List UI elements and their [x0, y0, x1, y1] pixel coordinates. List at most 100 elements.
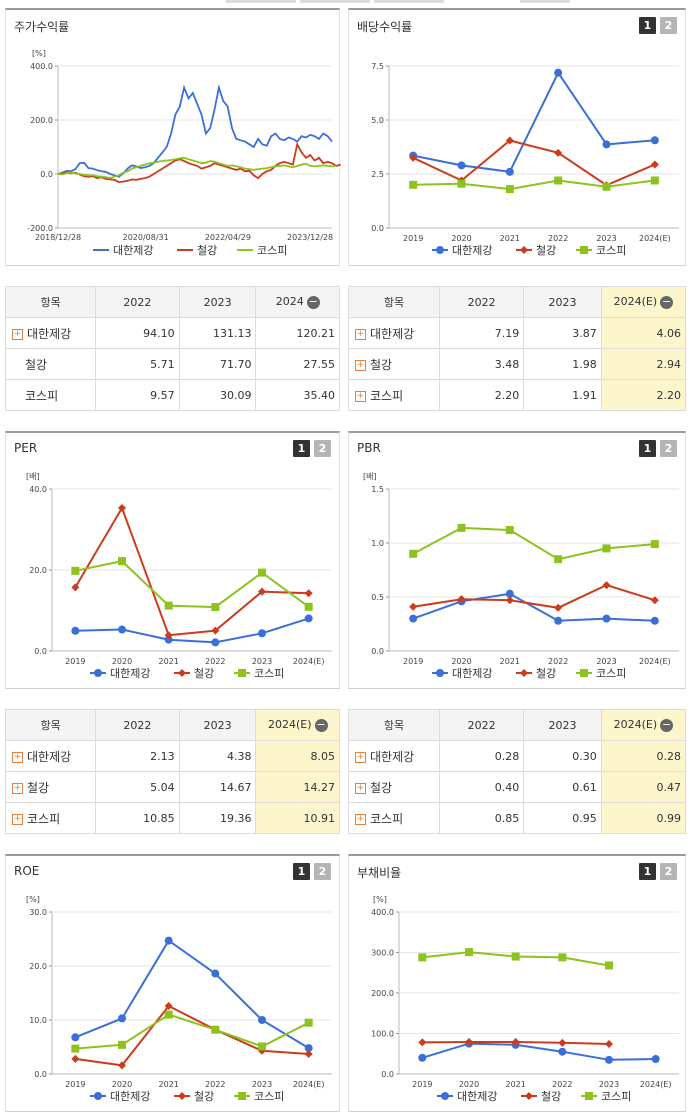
row-name: 대한제강 [27, 749, 72, 764]
expand-icon[interactable]: + [12, 328, 23, 340]
value-cell: 0.99 [600, 802, 687, 834]
value-cell: 2.13 [95, 740, 180, 772]
value-cell: 10.91 [255, 802, 340, 834]
legend-label: 철강 [194, 1090, 214, 1103]
value-cell: 0.28 [438, 740, 525, 772]
row-name: 철강 [27, 780, 50, 795]
debt-ratio-chart: [%] 400.0 300.0 200.0 100.0 0.0 2019 2020 2021 20… [371, 895, 679, 1103]
legend-label: 철강 [541, 1090, 561, 1103]
table-header: 항목 [4, 286, 97, 318]
view-1-button[interactable]: 1 [639, 440, 656, 457]
value-cell: 0.47 [600, 771, 687, 803]
row-name-cell: + 철강 [348, 771, 440, 803]
expand-icon[interactable]: + [355, 359, 366, 371]
view-1-button[interactable]: 1 [293, 440, 310, 457]
x-tick-label: 2021 [158, 657, 178, 666]
row-name-cell: + 철강 [4, 771, 97, 803]
legend-marker [94, 1092, 102, 1100]
data-point [650, 136, 659, 145]
legend-marker [238, 1092, 246, 1100]
legend-item: 대한제강 [432, 244, 492, 257]
expand-icon[interactable]: + [355, 328, 366, 340]
expand-icon[interactable]: + [12, 782, 23, 794]
y-tick-label: 0.0 [34, 647, 47, 656]
view-2-button[interactable]: 2 [314, 863, 331, 880]
x-tick-label: 2024(E) [639, 234, 671, 243]
value-cell: 9.57 [95, 379, 180, 411]
collapse-icon[interactable]: − [660, 717, 674, 732]
tab-strip-3[interactable] [374, 0, 444, 3]
x-tick-label: 2021 [505, 1080, 525, 1089]
expand-icon[interactable]: + [12, 813, 23, 825]
x-tick-label: 2024(E) [293, 657, 325, 666]
value-cell: 0.40 [438, 771, 525, 803]
data-point [457, 179, 466, 188]
legend-marker [525, 1092, 533, 1100]
table-row: + 대한제강 7.19 3.87 4.06 [348, 317, 687, 349]
value-cell: 4.06 [600, 317, 687, 349]
data-point [118, 557, 126, 566]
data-point [118, 625, 126, 634]
tab-strip-2[interactable] [300, 0, 370, 3]
view-2-button[interactable]: 2 [660, 863, 677, 880]
legend-label: 철강 [194, 667, 214, 680]
expand-icon[interactable]: + [355, 390, 366, 402]
series-line [412, 592, 655, 622]
table-row: + 코스피 0.85 0.95 0.99 [348, 802, 687, 834]
legend-label: 대한제강 [113, 244, 153, 257]
x-tick-label: 2022 [548, 234, 568, 243]
row-name-cell: + 대한제강 [348, 740, 440, 772]
data-point [304, 1018, 313, 1027]
view-1-button[interactable]: 1 [639, 863, 656, 880]
data-point [164, 936, 173, 945]
table-header: 2023 [523, 709, 602, 741]
table-header: 항목 [4, 709, 97, 741]
value-cell: 5.04 [95, 771, 180, 803]
legend-label: 대한제강 [457, 1090, 497, 1103]
data-point [164, 601, 173, 610]
data-point [554, 148, 563, 157]
row-name-cell: + 대한제강 [348, 317, 440, 349]
data-point [554, 68, 563, 77]
view-1-button[interactable]: 1 [293, 863, 310, 880]
data-point [505, 589, 514, 598]
expand-icon[interactable]: + [355, 813, 366, 825]
legend-item: 철강 [174, 1090, 214, 1103]
tab-strip-4[interactable] [520, 0, 570, 3]
series-line [75, 1013, 310, 1050]
x-tick-label: 2020 [112, 657, 132, 666]
series-line [57, 84, 333, 178]
view-2-button[interactable]: 2 [660, 440, 677, 457]
view-2-button[interactable]: 2 [660, 17, 677, 34]
value-cell: 0.61 [523, 771, 602, 803]
data-point [457, 161, 466, 170]
data-point [409, 549, 418, 558]
table-row: + 철강 5.04 14.67 14.27 [4, 771, 340, 803]
expand-icon[interactable]: + [355, 751, 366, 763]
table-header: 2023 [178, 709, 257, 741]
data-point [511, 952, 520, 961]
data-point [211, 969, 220, 978]
data-point [602, 140, 611, 149]
collapse-icon[interactable]: − [306, 294, 320, 309]
expand-icon[interactable]: + [355, 782, 366, 794]
legend-label: 철강 [536, 244, 556, 257]
collapse-icon[interactable]: − [660, 294, 674, 309]
tab-strip-1[interactable] [226, 0, 296, 3]
data-point [505, 136, 514, 145]
data-point [71, 583, 80, 592]
legend-item: 대한제강 [93, 244, 153, 257]
data-point [304, 1044, 313, 1053]
legend-item: 철강 [177, 244, 217, 257]
series-line [57, 156, 337, 180]
data-point [211, 638, 220, 647]
data-point [457, 595, 466, 604]
x-tick-label: 2023 [599, 1080, 619, 1089]
data-point [71, 1054, 80, 1063]
collapse-icon[interactable]: − [314, 717, 328, 732]
expand-icon[interactable]: + [12, 751, 23, 763]
series-line [412, 139, 656, 187]
view-2-button[interactable]: 2 [314, 440, 331, 457]
series-line [75, 617, 310, 644]
view-1-button[interactable]: 1 [639, 17, 656, 34]
